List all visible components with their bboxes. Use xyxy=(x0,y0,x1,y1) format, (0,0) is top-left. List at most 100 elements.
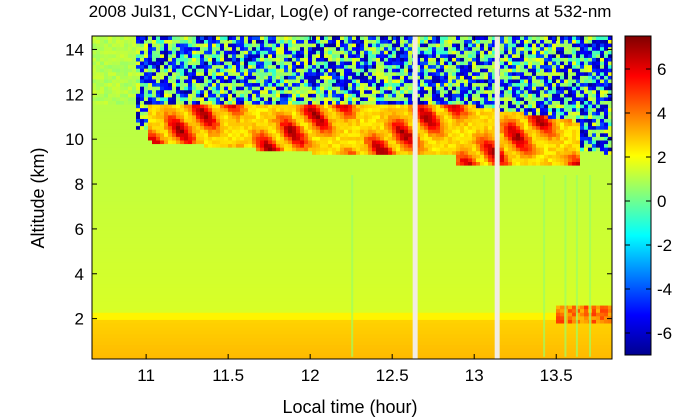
heatmap-cell xyxy=(204,272,209,277)
heatmap-cell xyxy=(248,190,253,195)
heatmap-cell xyxy=(168,193,173,198)
heatmap-cell xyxy=(256,161,261,166)
heatmap-cell xyxy=(264,197,269,202)
heatmap-cell xyxy=(120,53,125,58)
heatmap-cell xyxy=(172,280,177,285)
heatmap-cell xyxy=(104,158,109,163)
heatmap-cell xyxy=(284,251,289,256)
heatmap-cell xyxy=(92,269,97,274)
heatmap-cell xyxy=(132,201,137,206)
heatmap-cell xyxy=(108,341,113,346)
heatmap-cell xyxy=(212,348,217,353)
heatmap-cell xyxy=(240,43,245,48)
heatmap-cell xyxy=(188,53,193,58)
heatmap-cell xyxy=(288,46,293,51)
heatmap-cell xyxy=(108,287,113,292)
heatmap-cell xyxy=(100,125,105,130)
heatmap-cell xyxy=(116,333,121,338)
heatmap-cell xyxy=(308,341,313,346)
heatmap-cell xyxy=(184,315,189,320)
heatmap-cell xyxy=(252,64,257,69)
heatmap-cell xyxy=(260,240,265,245)
heatmap-cell xyxy=(208,197,213,202)
heatmap-cell xyxy=(112,39,117,44)
heatmap-cell xyxy=(92,136,97,141)
heatmap-cell xyxy=(112,71,117,76)
heatmap-cell xyxy=(192,97,197,101)
heatmap-cell xyxy=(92,280,97,285)
heatmap-cell xyxy=(224,132,229,137)
heatmap-cell xyxy=(180,104,185,109)
heatmap-cell xyxy=(236,276,241,281)
heatmap-cell xyxy=(164,297,169,302)
heatmap-cell xyxy=(156,43,161,48)
heatmap-cell xyxy=(204,308,209,313)
heatmap-cell xyxy=(212,262,217,267)
heatmap-cell xyxy=(284,258,289,263)
heatmap-cell xyxy=(272,247,277,252)
heatmap-cell xyxy=(128,150,133,155)
heatmap-cell xyxy=(268,287,273,292)
heatmap-cell xyxy=(140,143,145,148)
heatmap-cell xyxy=(216,215,221,220)
heatmap-cell xyxy=(224,100,229,105)
heatmap-cell xyxy=(240,71,245,76)
heatmap-cell xyxy=(220,118,225,123)
heatmap-cell xyxy=(240,244,245,249)
heatmap-cell xyxy=(228,351,233,356)
heatmap-cell xyxy=(176,341,181,346)
heatmap-cell xyxy=(248,287,253,292)
heatmap-cell xyxy=(136,204,141,209)
heatmap-cell xyxy=(196,86,201,91)
heatmap-cell xyxy=(296,319,301,324)
heatmap-cell xyxy=(192,330,197,335)
heatmap-cell xyxy=(224,276,229,281)
heatmap-cell xyxy=(188,150,193,155)
heatmap-cell xyxy=(124,280,129,285)
heatmap-cell xyxy=(160,175,165,180)
heatmap-cell xyxy=(104,344,109,349)
heatmap-cell xyxy=(152,305,157,310)
heatmap-cell xyxy=(144,265,149,270)
heatmap-cell xyxy=(200,323,205,328)
heatmap-cell xyxy=(292,247,297,252)
heatmap-cell xyxy=(208,283,213,288)
heatmap-cell xyxy=(272,193,277,198)
heatmap-cell xyxy=(180,305,185,310)
heatmap-cell xyxy=(312,193,317,198)
heatmap-cell xyxy=(236,351,241,356)
heatmap-cell xyxy=(252,344,257,349)
heatmap-cell xyxy=(252,143,257,148)
heatmap-cell xyxy=(192,68,197,73)
heatmap-cell xyxy=(244,140,249,145)
heatmap-cell xyxy=(176,132,181,137)
heatmap-cell xyxy=(268,168,273,173)
heatmap-cell xyxy=(236,147,241,152)
heatmap-cell xyxy=(248,240,253,245)
heatmap-cell xyxy=(236,39,241,44)
heatmap-cell xyxy=(124,50,129,55)
heatmap-cell xyxy=(272,269,277,274)
heatmap-cell xyxy=(116,165,121,170)
heatmap-cell xyxy=(236,229,241,234)
heatmap-cell xyxy=(204,312,209,317)
heatmap-cell xyxy=(256,208,261,213)
heatmap-cell xyxy=(292,150,297,155)
heatmap-cell xyxy=(136,82,141,87)
heatmap-cell xyxy=(276,165,281,170)
heatmap-cell xyxy=(248,86,253,91)
heatmap-cell xyxy=(140,355,145,359)
heatmap-cell xyxy=(148,222,153,227)
heatmap-cell xyxy=(264,351,269,356)
heatmap-cell xyxy=(284,79,289,84)
heatmap-cell xyxy=(124,154,129,159)
heatmap-cell xyxy=(264,283,269,288)
heatmap-cell xyxy=(140,79,145,84)
heatmap-cell xyxy=(196,165,201,170)
heatmap-cell xyxy=(268,215,273,220)
heatmap-cell xyxy=(112,165,117,170)
heatmap-cell xyxy=(100,154,105,159)
heatmap-cell xyxy=(164,168,169,173)
heatmap-cell xyxy=(208,168,213,173)
heatmap-cell xyxy=(308,197,313,202)
